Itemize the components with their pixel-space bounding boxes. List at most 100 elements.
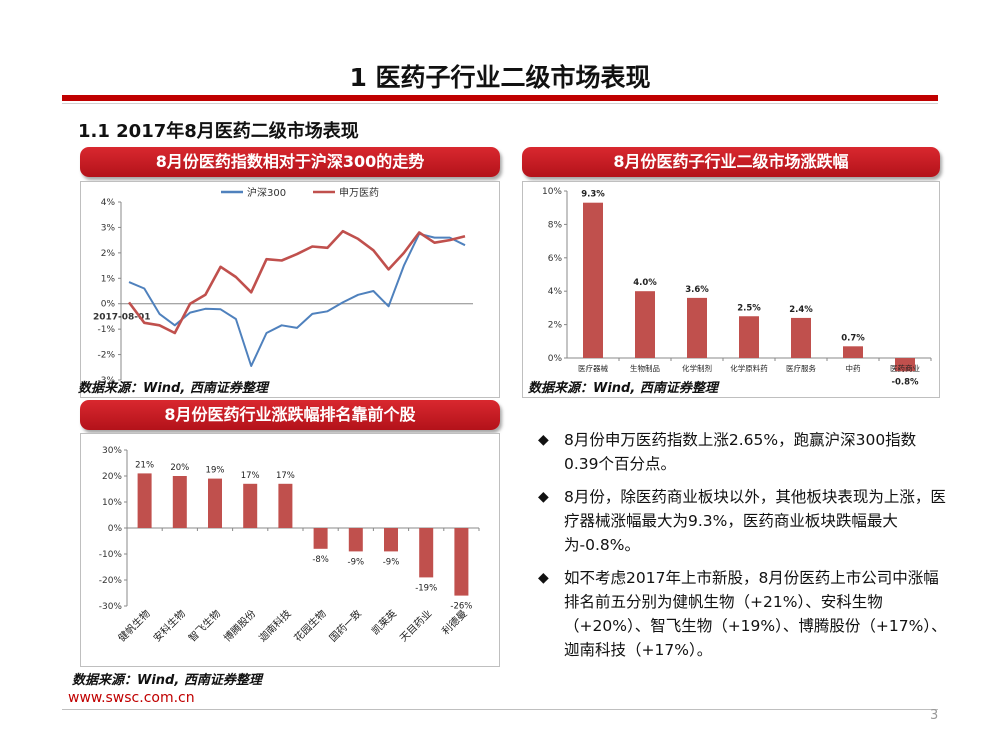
stocks-y-tick-label: 20%	[102, 472, 122, 482]
title-red-bar	[62, 95, 938, 101]
bullet-item: ◆ 8月份申万医药指数上涨2.65%，跑赢沪深300指数0.39个百分点。	[538, 428, 948, 476]
stocks-y-tick-label: -20%	[99, 576, 123, 586]
diamond-bullet-icon: ◆	[538, 432, 549, 448]
sector-bar	[687, 297, 707, 358]
sector-y-tick-label: 8%	[548, 220, 563, 230]
line-y-tick-label: -3%	[97, 376, 115, 386]
sector-chart-box: 10% 8% 6% 4% 2% 0% 9.3% 医疗器械 4.0% 生物制品 3.6% 化学制剂 2.5…	[522, 181, 940, 398]
sector-bar	[791, 317, 811, 358]
stocks-category-label: 凯莱英	[369, 607, 399, 637]
sector-category-label: 医药商业	[890, 363, 920, 373]
page-title: 1 医药子行业二级市场表现	[349, 63, 651, 92]
stocks-category-label: 博腾股份	[221, 607, 258, 644]
stocks-data-label: -9%	[348, 557, 365, 567]
stocks-chart: 30% 20% 10% 0% -10% -20% -30% 21% 健帆生物 20% 安科生物 19%…	[99, 446, 480, 645]
line-y-tick-label: 1%	[101, 274, 116, 284]
line-series-sw-pharma	[127, 229, 466, 335]
stocks-bar	[208, 478, 222, 528]
stocks-data-label: -9%	[383, 557, 400, 567]
stocks-data-label: -26%	[450, 602, 472, 612]
stocks-chart-source: 数据来源：Wind, 西南证券整理	[72, 673, 262, 688]
stocks-chart-box: 30% 20% 10% 0% -10% -20% -30% 21% 健帆生物 20% 安科生物 19%…	[80, 433, 500, 667]
stocks-bar	[348, 528, 363, 552]
diamond-bullet-icon: ◆	[538, 570, 549, 586]
line-y-tick-label: -2%	[97, 351, 115, 361]
stocks-category-label: 安科生物	[150, 607, 187, 644]
stocks-data-label: 19%	[206, 466, 225, 476]
sector-y-tick-label: 0%	[548, 354, 563, 364]
stocks-category-label: 国药一致	[326, 607, 363, 644]
bullet-text: 如不考虑2017年上市新股，8月份医药上市公司中涨幅排名前五分别为健帆生物（+2…	[564, 569, 947, 659]
stocks-bar	[454, 528, 469, 596]
sector-category-label: 中药	[846, 363, 861, 373]
page-number: 3	[930, 708, 939, 723]
sector-data-label: 4.0%	[633, 278, 657, 288]
sector-y-tick-label: 10%	[542, 187, 562, 197]
sector-category-label: 医疗器械	[578, 363, 608, 373]
sector-category-label: 生物制品	[630, 363, 660, 373]
stocks-category-label: 天目药业	[398, 608, 435, 645]
line-legend-label: 申万医药	[339, 186, 379, 199]
sector-y-tick-label: 4%	[548, 287, 563, 297]
line-chart-source: 数据来源：Wind, 西南证券整理	[78, 381, 268, 396]
sector-data-label: 0.7%	[841, 333, 865, 343]
stocks-y-tick-label: -10%	[99, 550, 123, 560]
stocks-data-label: 20%	[170, 463, 189, 473]
line-chart: 4% 3% 2% 1% 0% -1% -2% -3% 2017-08-01 沪深300 申万医药	[93, 186, 473, 386]
line-y-tick-label: 4%	[101, 198, 116, 208]
stocks-category-label: 智飞生物	[186, 607, 223, 644]
stocks-chart-panel-title: 8月份医药行业涨跌幅排名靠前个股	[80, 400, 500, 430]
footer-url[interactable]: www.swsc.com.cn	[68, 690, 195, 706]
sector-data-label: 3.6%	[685, 285, 709, 295]
bullet-item: ◆ 8月份，除医药商业板块以外，其他板块表现为上涨，医疗器械涨幅最大为9.3%，…	[538, 485, 948, 557]
stocks-data-label: -19%	[415, 583, 437, 593]
stocks-y-tick-label: 0%	[108, 524, 123, 534]
bullet-text: 8月份，除医药商业板块以外，其他板块表现为上涨，医疗器械涨幅最大为9.3%，医药…	[564, 488, 946, 554]
sector-bar	[583, 202, 603, 358]
stocks-y-tick-label: -30%	[99, 602, 123, 612]
title-divider	[62, 103, 938, 104]
stocks-bar	[278, 483, 293, 528]
stocks-data-label: 17%	[276, 471, 295, 481]
sector-data-label: -0.8%	[891, 377, 919, 387]
summary-bullets: ◆ 8月份申万医药指数上涨2.65%，跑赢沪深300指数0.39个百分点。 ◆ …	[538, 428, 948, 671]
line-legend-label: 沪深300	[247, 186, 286, 199]
stocks-y-tick-label: 10%	[102, 498, 122, 508]
sector-data-label: 2.4%	[789, 305, 813, 315]
sector-data-label: 2.5%	[737, 303, 761, 313]
stocks-data-label: 17%	[241, 471, 260, 481]
line-y-tick-label: 3%	[101, 223, 116, 233]
sector-y-tick-label: 6%	[548, 254, 563, 264]
stocks-data-label: -8%	[312, 555, 329, 565]
sector-chart-source: 数据来源：Wind, 西南证券整理	[528, 381, 718, 396]
line-y-tick-label: -1%	[97, 325, 115, 335]
bullet-item: ◆ 如不考虑2017年上市新股，8月份医药上市公司中涨幅排名前五分别为健帆生物（…	[538, 566, 948, 662]
section-subtitle: 1.1 2017年8月医药二级市场表现	[78, 121, 359, 142]
line-series-hs300	[128, 232, 466, 367]
sector-category-label: 化学制剂	[682, 363, 712, 373]
stocks-bar	[313, 528, 328, 549]
footer-divider	[62, 709, 938, 710]
stocks-category-label: 健帆生物	[115, 607, 152, 644]
sector-y-tick-label: 2%	[548, 321, 563, 331]
sector-category-label: 医疗服务	[786, 363, 816, 373]
sector-bar	[635, 291, 655, 358]
line-y-tick-label: 0%	[101, 300, 116, 310]
stocks-category-label: 迦南科技	[256, 607, 293, 644]
stocks-bar	[419, 528, 434, 578]
bullet-text: 8月份申万医药指数上涨2.65%，跑赢沪深300指数0.39个百分点。	[564, 431, 917, 473]
sector-category-label: 化学原料药	[730, 363, 768, 373]
line-y-tick-label: 2%	[101, 249, 116, 259]
sector-chart-panel-title: 8月份医药子行业二级市场涨跌幅	[522, 147, 940, 177]
stocks-bar	[137, 473, 152, 528]
sector-bar	[895, 358, 915, 372]
stocks-bar	[384, 528, 398, 552]
stocks-data-label: 21%	[135, 460, 154, 470]
sector-bar	[739, 316, 759, 358]
diamond-bullet-icon: ◆	[538, 489, 549, 505]
stocks-y-tick-label: 30%	[102, 446, 122, 456]
stocks-bar	[172, 476, 187, 528]
sector-bar	[843, 346, 863, 358]
line-x-start-label: 2017-08-01	[93, 313, 151, 323]
stocks-category-label: 花园生物	[291, 607, 328, 644]
